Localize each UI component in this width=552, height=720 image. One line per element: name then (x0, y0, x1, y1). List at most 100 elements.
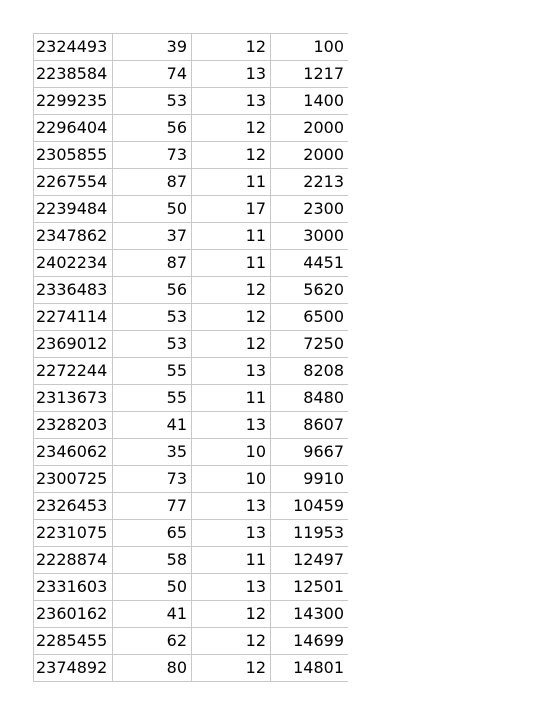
cell-col-b[interactable]: 73 (112, 465, 192, 493)
cell-col-b[interactable]: 87 (112, 168, 192, 196)
table-row: 2296404 56 12 2000 (33, 114, 348, 142)
cell-col-d[interactable]: 12501 (270, 573, 348, 601)
cell-col-d[interactable]: 10459 (270, 492, 348, 520)
cell-col-b[interactable]: 77 (112, 492, 192, 520)
cell-col-c[interactable]: 13 (191, 519, 271, 547)
cell-id[interactable]: 2238584 (33, 60, 113, 88)
cell-col-c[interactable]: 12 (191, 600, 271, 628)
cell-col-b[interactable]: 56 (112, 114, 192, 142)
cell-col-b[interactable]: 53 (112, 330, 192, 358)
cell-col-d[interactable]: 9667 (270, 438, 348, 466)
cell-id[interactable]: 2369012 (33, 330, 113, 358)
cell-col-c[interactable]: 12 (191, 276, 271, 304)
cell-col-b[interactable]: 50 (112, 195, 192, 223)
cell-col-b[interactable]: 80 (112, 654, 192, 682)
cell-id[interactable]: 2285455 (33, 627, 113, 655)
cell-col-b[interactable]: 41 (112, 411, 192, 439)
cell-col-b[interactable]: 50 (112, 573, 192, 601)
cell-id[interactable]: 2305855 (33, 141, 113, 169)
cell-col-b[interactable]: 41 (112, 600, 192, 628)
cell-col-b[interactable]: 55 (112, 384, 192, 412)
cell-col-d[interactable]: 2300 (270, 195, 348, 223)
cell-col-c[interactable]: 13 (191, 492, 271, 520)
cell-col-c[interactable]: 12 (191, 654, 271, 682)
grid-body: 2324493 39 12 100 2238584 74 13 1217 2299235 53 13… (33, 33, 348, 682)
spreadsheet-viewport: 2324493 39 12 100 2238584 74 13 1217 2299235 53 13… (33, 33, 348, 690)
cell-id[interactable]: 2346062 (33, 438, 113, 466)
cell-col-b[interactable]: 65 (112, 519, 192, 547)
cell-col-c[interactable]: 11 (191, 222, 271, 250)
cell-col-b[interactable]: 62 (112, 627, 192, 655)
cell-col-c[interactable]: 12 (191, 114, 271, 142)
cell-id[interactable]: 2272244 (33, 357, 113, 385)
cell-col-c[interactable]: 12 (191, 141, 271, 169)
cell-col-d[interactable]: 8208 (270, 357, 348, 385)
cell-col-c[interactable]: 11 (191, 249, 271, 277)
cell-id[interactable]: 2360162 (33, 600, 113, 628)
cell-col-b[interactable]: 58 (112, 546, 192, 574)
cell-col-b[interactable]: 37 (112, 222, 192, 250)
cell-id[interactable]: 2299235 (33, 87, 113, 115)
cell-col-c[interactable]: 13 (191, 60, 271, 88)
cell-id[interactable]: 2324493 (33, 33, 113, 61)
cell-id[interactable]: 2374892 (33, 654, 113, 682)
cell-id[interactable]: 2300725 (33, 465, 113, 493)
cell-id[interactable]: 2313673 (33, 384, 113, 412)
cell-col-d[interactable]: 1400 (270, 87, 348, 115)
cell-id[interactable]: 2347862 (33, 222, 113, 250)
cell-col-d[interactable]: 1217 (270, 60, 348, 88)
cell-col-d[interactable]: 6500 (270, 303, 348, 331)
cell-col-c[interactable]: 13 (191, 357, 271, 385)
cell-col-d[interactable]: 2000 (270, 141, 348, 169)
cell-col-d[interactable]: 14699 (270, 627, 348, 655)
cell-col-b[interactable]: 53 (112, 303, 192, 331)
cell-col-c[interactable]: 10 (191, 465, 271, 493)
cell-col-d[interactable]: 12497 (270, 546, 348, 574)
cell-col-d[interactable]: 7250 (270, 330, 348, 358)
cell-col-c[interactable]: 12 (191, 33, 271, 61)
cell-col-b[interactable]: 74 (112, 60, 192, 88)
cell-col-c[interactable]: 13 (191, 87, 271, 115)
cell-id[interactable]: 2267554 (33, 168, 113, 196)
cell-col-c[interactable]: 17 (191, 195, 271, 223)
cell-col-b[interactable]: 39 (112, 33, 192, 61)
cell-id[interactable]: 2228874 (33, 546, 113, 574)
cell-col-d[interactable]: 3000 (270, 222, 348, 250)
cell-id[interactable]: 2231075 (33, 519, 113, 547)
cell-id[interactable]: 2239484 (33, 195, 113, 223)
cell-col-b[interactable]: 53 (112, 87, 192, 115)
cell-col-c[interactable]: 10 (191, 438, 271, 466)
cell-id[interactable]: 2296404 (33, 114, 113, 142)
cell-col-b[interactable]: 87 (112, 249, 192, 277)
cell-id[interactable]: 2274114 (33, 303, 113, 331)
cell-col-c[interactable]: 12 (191, 627, 271, 655)
cell-id[interactable]: 2328203 (33, 411, 113, 439)
cell-id[interactable]: 2331603 (33, 573, 113, 601)
cell-col-b[interactable]: 35 (112, 438, 192, 466)
cell-id[interactable]: 2326453 (33, 492, 113, 520)
cell-col-c[interactable]: 11 (191, 384, 271, 412)
cell-col-c[interactable]: 11 (191, 168, 271, 196)
cell-id[interactable]: 2402234 (33, 249, 113, 277)
cell-col-d[interactable]: 2000 (270, 114, 348, 142)
cell-col-d[interactable]: 100 (270, 33, 348, 61)
cell-col-c[interactable]: 11 (191, 546, 271, 574)
cell-col-c[interactable]: 13 (191, 411, 271, 439)
cell-col-d[interactable]: 14300 (270, 600, 348, 628)
cell-col-d[interactable]: 14801 (270, 654, 348, 682)
cell-col-c[interactable]: 12 (191, 330, 271, 358)
cell-col-d[interactable]: 4451 (270, 249, 348, 277)
cell-col-d[interactable]: 2213 (270, 168, 348, 196)
cell-col-d[interactable]: 8607 (270, 411, 348, 439)
cell-col-c[interactable]: 13 (191, 573, 271, 601)
cell-col-b[interactable]: 56 (112, 276, 192, 304)
cell-col-c[interactable]: 12 (191, 303, 271, 331)
cell-col-b[interactable]: 55 (112, 357, 192, 385)
cell-col-b[interactable]: 73 (112, 141, 192, 169)
cell-id[interactable]: 2336483 (33, 276, 113, 304)
cell-col-d[interactable]: 9910 (270, 465, 348, 493)
cell-col-d[interactable]: 11953 (270, 519, 348, 547)
cell-col-d[interactable]: 5620 (270, 276, 348, 304)
table-row: 2324493 39 12 100 (33, 33, 348, 61)
cell-col-d[interactable]: 8480 (270, 384, 348, 412)
